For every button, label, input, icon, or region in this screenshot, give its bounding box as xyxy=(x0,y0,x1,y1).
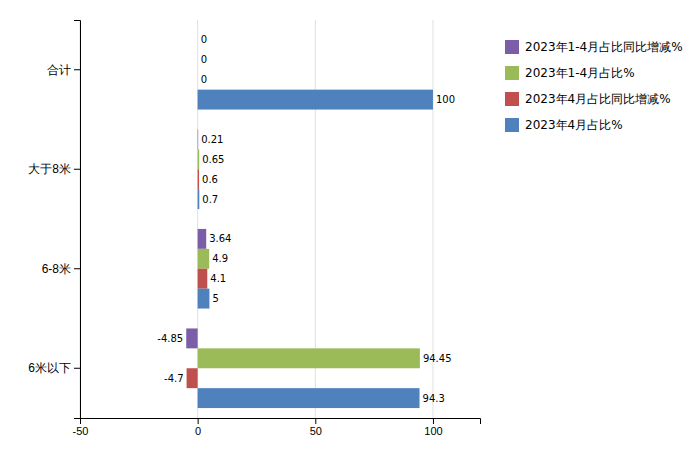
y-axis: 6米以下 6-8米 大于8米 合计 xyxy=(28,21,80,419)
bar xyxy=(198,269,208,289)
bar xyxy=(198,169,199,189)
y-tick-label: 6米以下 xyxy=(28,361,71,375)
data-label: 0 xyxy=(201,34,207,45)
x-tick: -50 xyxy=(73,418,89,437)
bar xyxy=(198,90,433,110)
data-label: 0.6 xyxy=(202,174,218,185)
y-axis-line xyxy=(74,21,81,419)
data-label: 0.21 xyxy=(201,134,223,145)
y-tick-mark xyxy=(74,368,80,369)
bar xyxy=(197,30,198,50)
legend-swatch xyxy=(505,40,519,54)
x-tick-label: 0 xyxy=(195,425,201,437)
y-tick-mark xyxy=(74,69,80,70)
legend-label: 2023年4月占比同比增减% xyxy=(525,92,671,106)
chart: -500501006米以下6-8米大于8米合计-4.853.640.21094.… xyxy=(0,0,700,458)
legend-label: 2023年1-4月占比% xyxy=(525,66,635,80)
legend-item: 2023年4月占比% xyxy=(505,118,623,132)
y-tick: 6-8米 xyxy=(42,262,80,276)
bars xyxy=(186,90,433,408)
y-tick-label: 大于8米 xyxy=(28,162,71,176)
x-axis: -50 0 50 100 xyxy=(73,418,481,437)
bar xyxy=(198,249,210,269)
y-tick-label: 合计 xyxy=(47,63,71,77)
grid xyxy=(80,20,433,418)
y-tick-mark xyxy=(74,268,80,269)
bar xyxy=(198,149,200,169)
data-label: 94.3 xyxy=(423,393,445,404)
x-tick-mark xyxy=(198,418,199,424)
data-label: 4.9 xyxy=(212,253,228,264)
data-label: 0.7 xyxy=(202,194,218,205)
data-label: 5 xyxy=(212,293,218,304)
legend: 2023年1-4月占比同比增减% 2023年1-4月占比% 2023年4月占比同比增… xyxy=(505,40,683,132)
legend-label: 2023年4月占比% xyxy=(525,118,623,132)
bar xyxy=(187,368,198,388)
x-tick: 50 xyxy=(310,418,322,437)
legend-item: 2023年1-4月占比同比增减% xyxy=(505,40,683,54)
bar xyxy=(198,229,207,249)
legend-item: 2023年4月占比同比增减% xyxy=(505,92,671,106)
legend-swatch xyxy=(505,66,519,80)
data-labels: -4.85 3.64 0.21 0 94.45 4.9 0.65 0 -4.7 4.1 0.6 0 94… xyxy=(157,34,455,403)
legend-item: 2023年1-4月占比% xyxy=(505,66,635,80)
y-tick: 大于8米 xyxy=(28,162,80,176)
legend-swatch xyxy=(505,118,519,132)
legend-swatch xyxy=(505,92,519,106)
x-tick-label: 100 xyxy=(424,425,442,437)
y-tick: 合计 xyxy=(47,63,80,77)
data-label: -4.85 xyxy=(157,333,183,344)
bar xyxy=(197,70,198,90)
x-tick-mark xyxy=(315,418,316,424)
y-tick-mark xyxy=(74,169,80,170)
bar xyxy=(198,348,420,368)
bar xyxy=(198,388,420,408)
data-label: 100 xyxy=(436,94,455,105)
y-tick-label: 6-8米 xyxy=(42,262,71,276)
x-tick-label: -50 xyxy=(73,425,89,437)
legend-label: 2023年1-4月占比同比增减% xyxy=(525,40,683,54)
data-label: 0 xyxy=(201,54,207,65)
y-tick: 6米以下 xyxy=(28,361,80,375)
bar xyxy=(197,129,198,149)
plot: -500501006米以下6-8米大于8米合计-4.853.640.21094.… xyxy=(28,20,480,437)
x-tick: 0 xyxy=(195,418,201,437)
x-tick-mark xyxy=(433,418,434,424)
bar xyxy=(186,328,197,348)
data-label: 94.45 xyxy=(423,353,452,364)
data-label: -4.7 xyxy=(164,373,184,384)
bar xyxy=(197,50,198,70)
data-label: 3.64 xyxy=(209,233,231,244)
bar xyxy=(198,289,210,309)
x-tick: 100 xyxy=(424,418,442,437)
data-label: 0.65 xyxy=(202,154,224,165)
bar xyxy=(198,189,200,209)
data-label: 4.1 xyxy=(210,273,226,284)
data-label: 0 xyxy=(201,74,207,85)
x-axis-line xyxy=(81,419,481,425)
x-tick-label: 50 xyxy=(310,425,322,437)
